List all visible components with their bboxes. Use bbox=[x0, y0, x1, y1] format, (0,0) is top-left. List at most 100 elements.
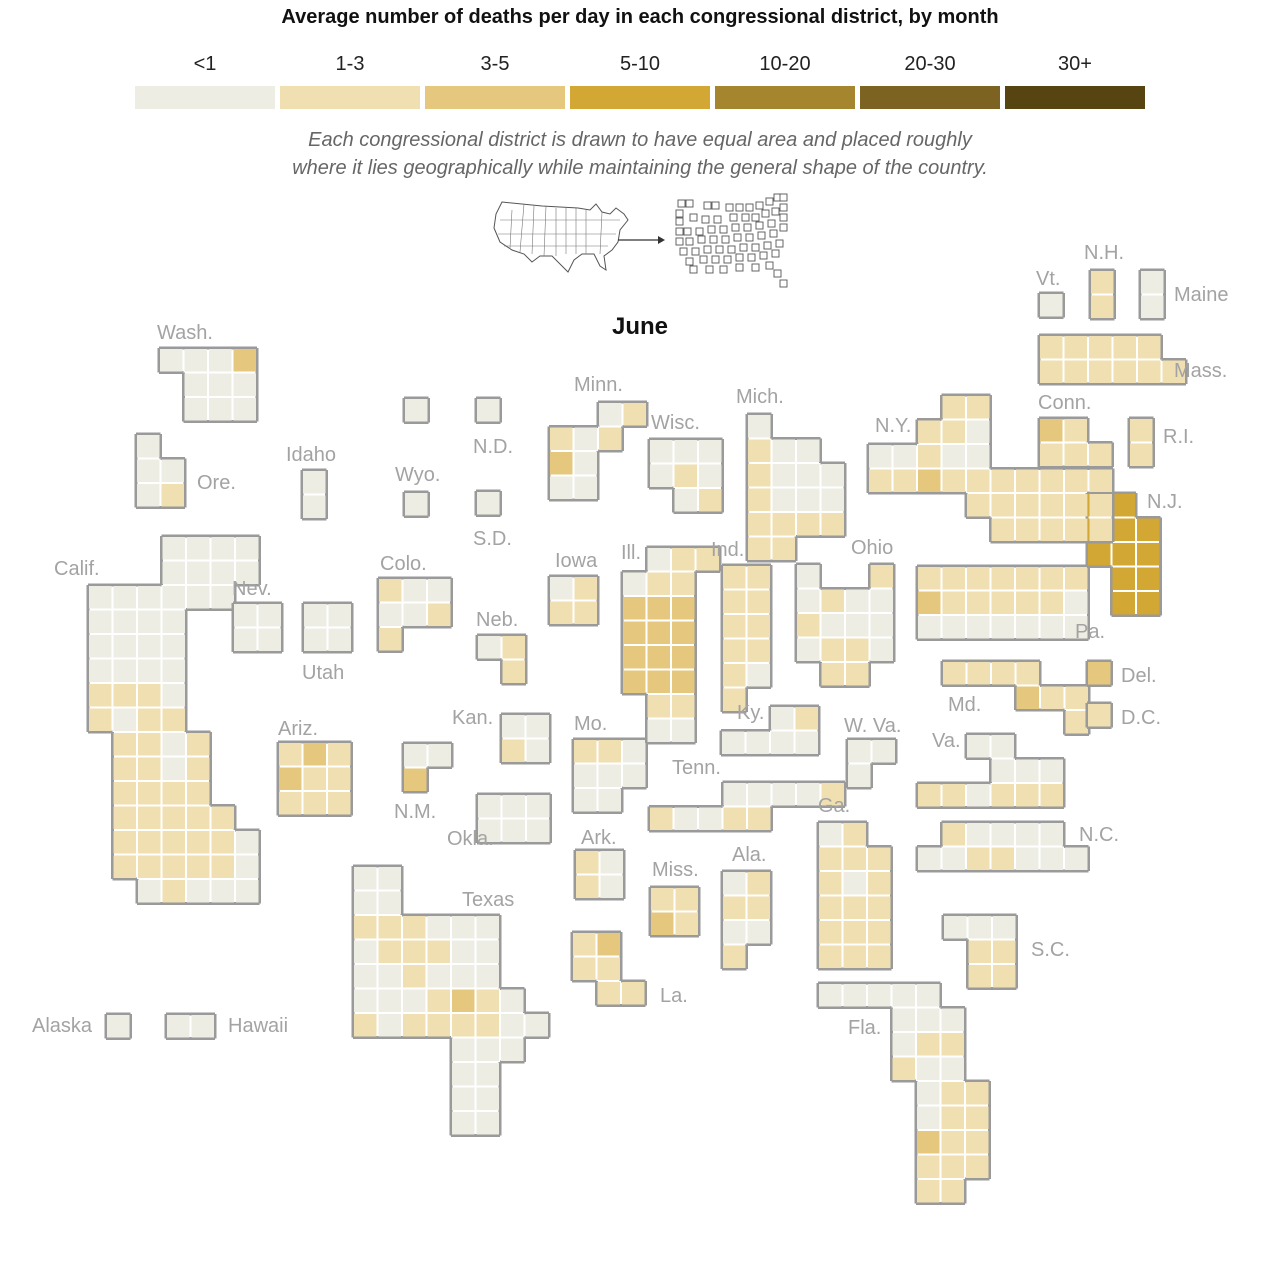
district-tile bbox=[354, 965, 377, 988]
mini-tile bbox=[751, 213, 760, 222]
district-tile bbox=[113, 684, 136, 707]
district-tile bbox=[723, 872, 746, 895]
district-tile bbox=[723, 807, 746, 830]
state-outline bbox=[1037, 291, 1065, 319]
state-label: Vt. bbox=[1036, 268, 1061, 290]
district-tile bbox=[187, 561, 210, 584]
district-tile bbox=[846, 663, 869, 686]
district-tile bbox=[1016, 616, 1039, 639]
state-texas bbox=[351, 864, 551, 1137]
state-outline bbox=[401, 741, 454, 794]
state-ohio bbox=[794, 562, 896, 688]
district-tile bbox=[1016, 784, 1039, 807]
subtitle-line: Each congressional district is drawn to … bbox=[308, 129, 972, 151]
district-tile bbox=[872, 740, 895, 763]
district-tile bbox=[1162, 360, 1185, 383]
district-tile bbox=[502, 739, 525, 762]
district-tile bbox=[797, 464, 820, 487]
district-tile bbox=[476, 1112, 499, 1135]
district-tile bbox=[917, 984, 940, 1007]
district-tile bbox=[699, 464, 722, 487]
district-tile bbox=[918, 469, 941, 492]
district-tile bbox=[647, 621, 670, 644]
district-tile bbox=[968, 940, 991, 963]
district-tile bbox=[211, 537, 234, 560]
district-tile bbox=[599, 403, 622, 426]
district-tile bbox=[138, 855, 161, 878]
district-tile bbox=[1089, 443, 1112, 466]
mini-tile bbox=[685, 199, 694, 208]
district-tile bbox=[427, 965, 450, 988]
district-tile bbox=[672, 621, 695, 644]
district-tile bbox=[427, 989, 450, 1012]
district-tile bbox=[427, 940, 450, 963]
district-tile bbox=[597, 982, 620, 1005]
state-label: Mass. bbox=[1174, 360, 1228, 382]
district-tile bbox=[1141, 271, 1164, 294]
district-tile bbox=[647, 719, 670, 742]
district-tile bbox=[797, 783, 820, 806]
district-tile bbox=[696, 548, 719, 571]
district-tile bbox=[550, 476, 573, 499]
mini-tile bbox=[767, 219, 776, 228]
district-tile bbox=[892, 1033, 915, 1056]
district-tile bbox=[89, 586, 112, 609]
district-tile bbox=[967, 494, 990, 517]
district-tile bbox=[747, 896, 770, 919]
district-tile bbox=[772, 439, 795, 462]
mini-tile bbox=[683, 227, 692, 236]
mini-tile bbox=[727, 245, 736, 254]
district-tile bbox=[622, 982, 645, 1005]
district-tile bbox=[651, 888, 674, 911]
district-tile bbox=[550, 427, 573, 450]
district-tile bbox=[991, 469, 1014, 492]
district-tile bbox=[917, 1033, 940, 1056]
district-tile bbox=[574, 452, 597, 475]
mini-tile bbox=[709, 235, 718, 244]
district-tile bbox=[1138, 336, 1161, 359]
mini-tile bbox=[763, 241, 772, 250]
state-label: Maine bbox=[1174, 284, 1229, 306]
state-fla bbox=[816, 981, 991, 1205]
district-tile bbox=[113, 635, 136, 658]
district-tile bbox=[1089, 336, 1112, 359]
subtitle: Each congressional district is drawn to … bbox=[0, 126, 1280, 182]
district-tile bbox=[476, 1038, 499, 1061]
district-tile bbox=[1141, 295, 1164, 318]
state-conn bbox=[1037, 416, 1114, 469]
district-tile bbox=[795, 707, 818, 730]
district-tile bbox=[917, 1008, 940, 1031]
legend-swatch bbox=[1005, 86, 1145, 109]
district-tile bbox=[943, 662, 966, 685]
mini-tile bbox=[685, 257, 694, 266]
district-tile bbox=[723, 590, 746, 613]
district-tile bbox=[404, 744, 427, 767]
district-tile bbox=[598, 740, 621, 763]
state-nev bbox=[231, 601, 284, 654]
district-tile bbox=[162, 537, 185, 560]
district-tile bbox=[868, 847, 891, 870]
district-tile bbox=[748, 488, 771, 511]
state-outline bbox=[157, 346, 259, 423]
state-label: Wash. bbox=[157, 322, 213, 344]
district-tile bbox=[1065, 847, 1088, 870]
district-tile bbox=[747, 590, 770, 613]
district-tile bbox=[797, 565, 820, 588]
district-tile bbox=[162, 610, 185, 633]
district-tile bbox=[674, 489, 697, 512]
district-tile bbox=[138, 586, 161, 609]
state-utah bbox=[301, 601, 354, 654]
state-label: La. bbox=[660, 985, 688, 1007]
district-tile bbox=[526, 739, 549, 762]
district-tile bbox=[623, 670, 646, 693]
district-tile bbox=[211, 561, 234, 584]
district-tile bbox=[162, 659, 185, 682]
state-iowa bbox=[547, 574, 600, 627]
district-tile bbox=[89, 708, 112, 731]
district-tile bbox=[303, 495, 326, 518]
district-tile bbox=[623, 621, 646, 644]
district-tile bbox=[1016, 662, 1039, 685]
district-tile bbox=[1089, 518, 1112, 541]
district-tile bbox=[748, 537, 771, 560]
district-tile bbox=[236, 537, 259, 560]
